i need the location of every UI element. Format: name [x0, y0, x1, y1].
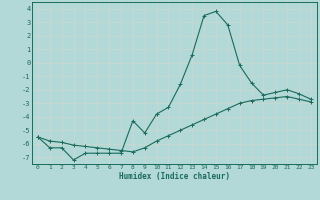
- X-axis label: Humidex (Indice chaleur): Humidex (Indice chaleur): [119, 172, 230, 181]
